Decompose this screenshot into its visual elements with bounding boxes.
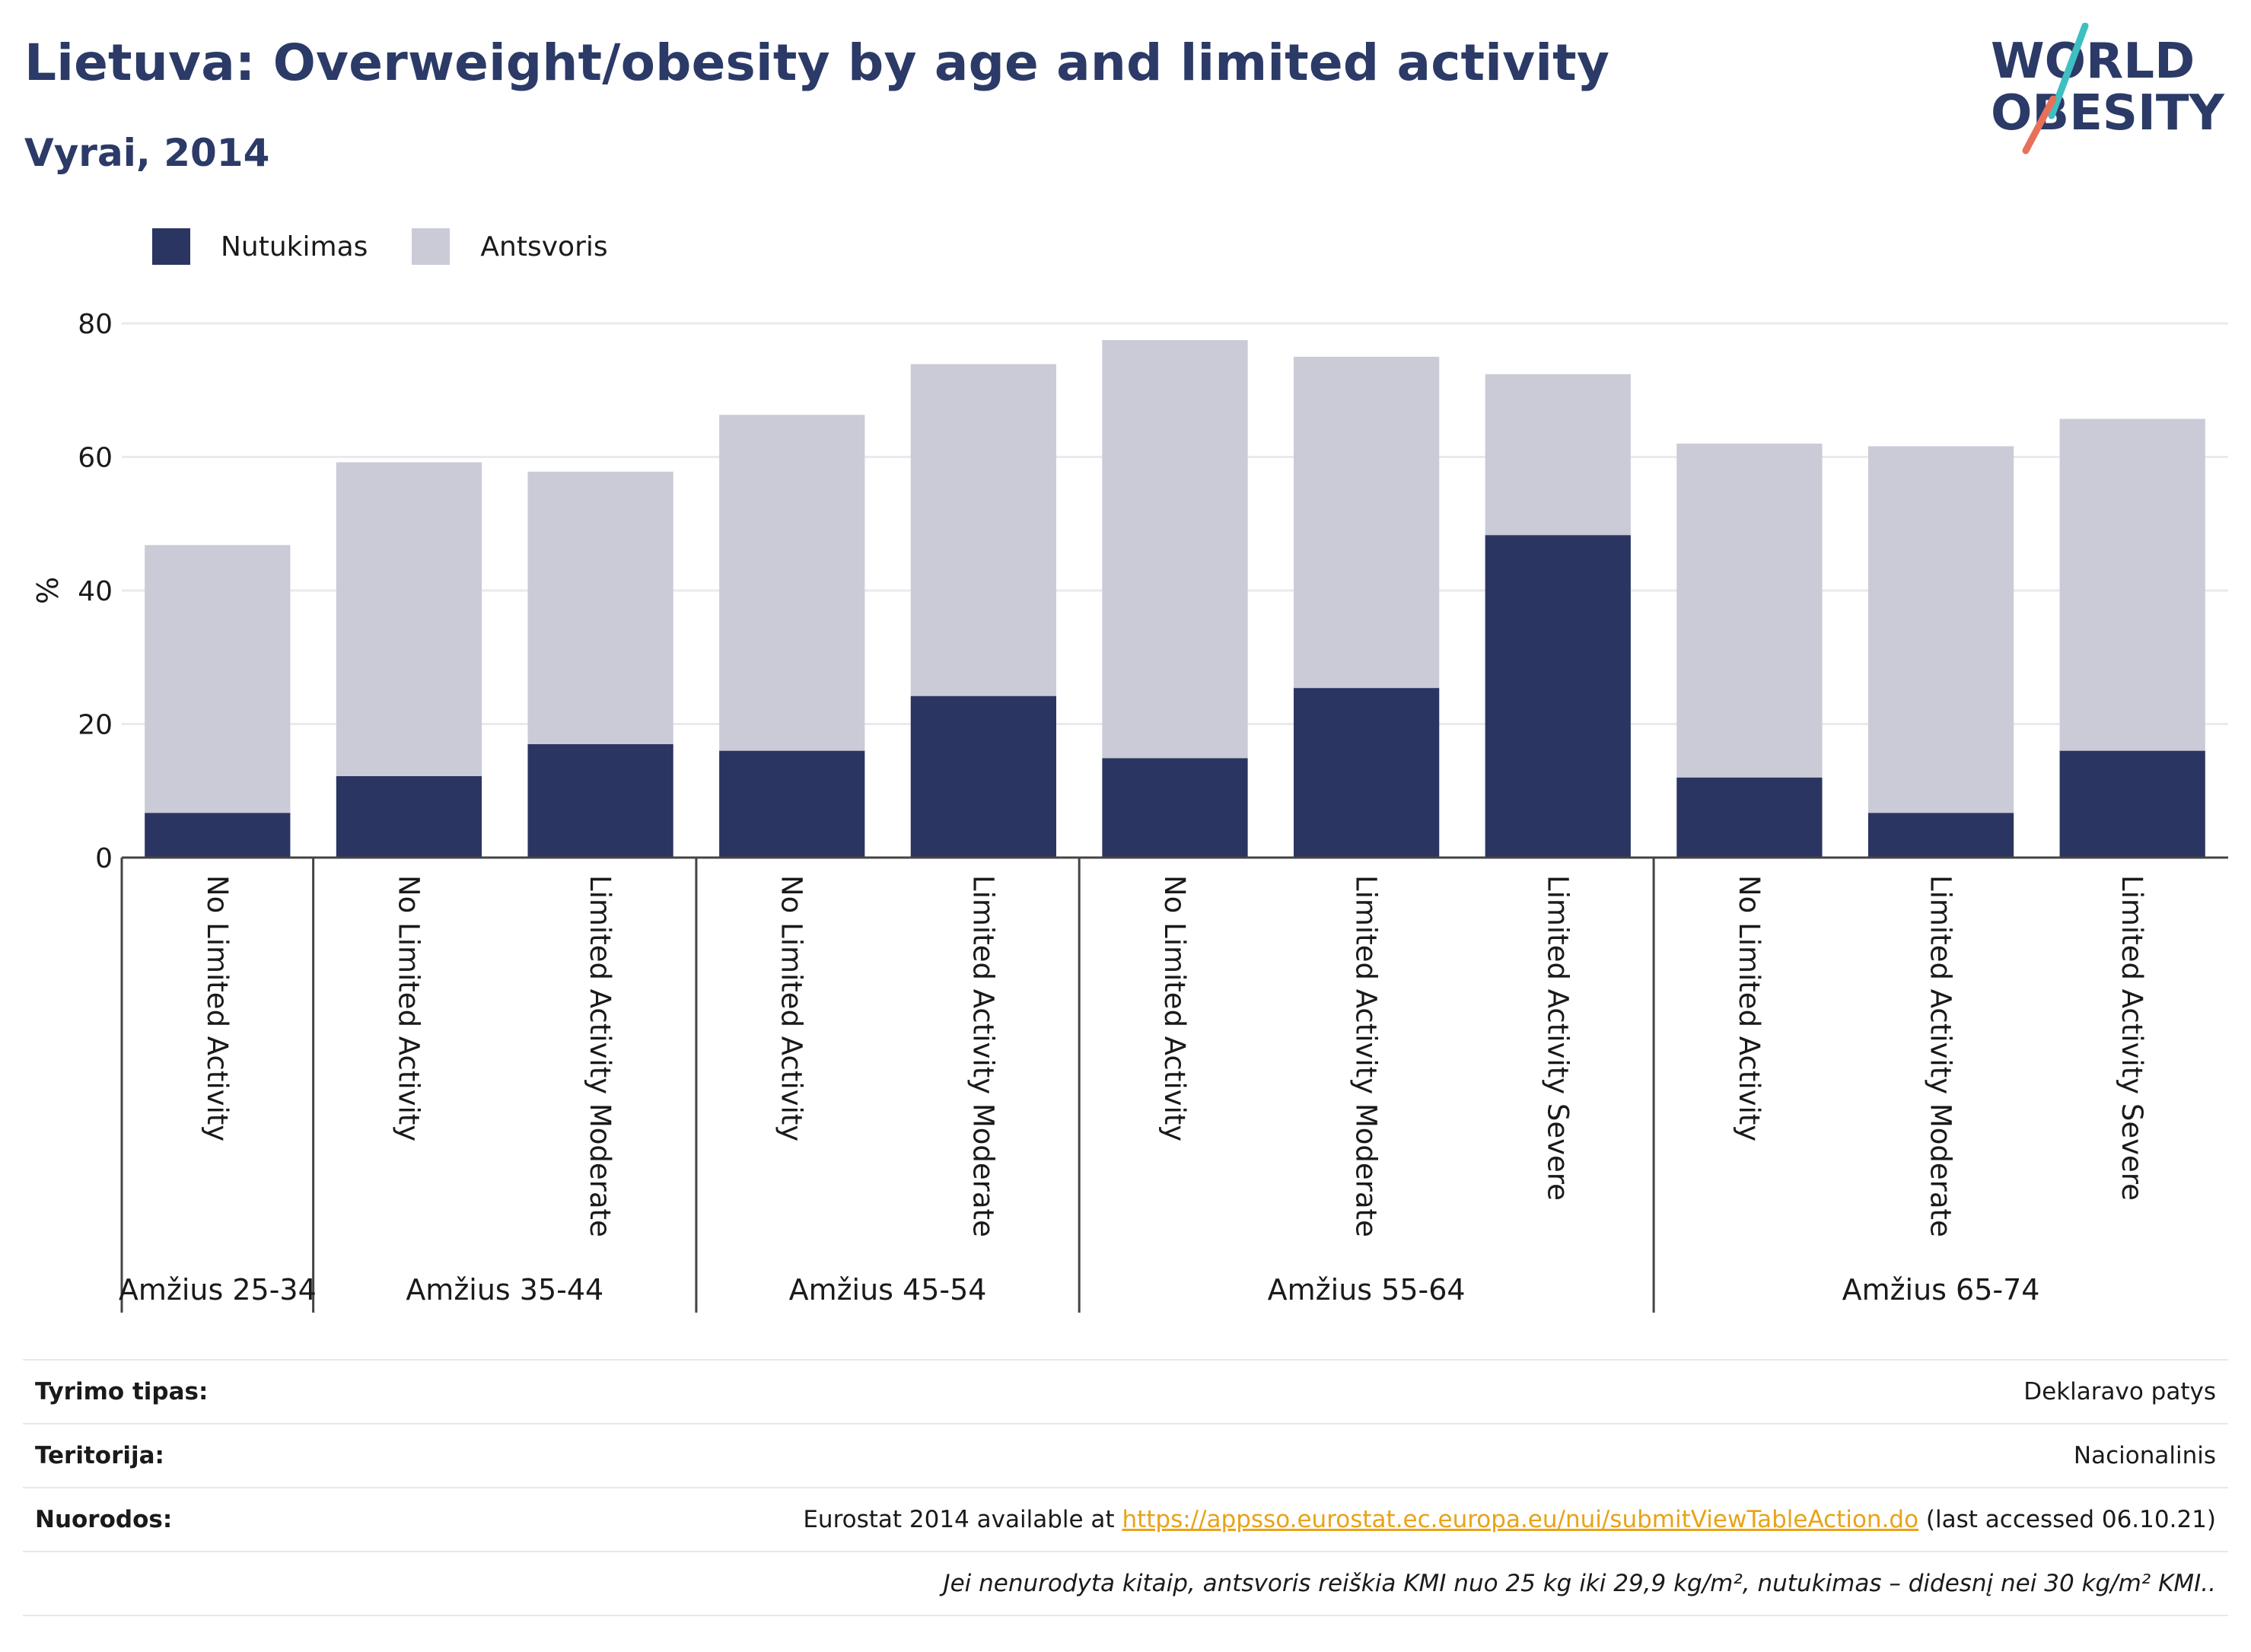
bar-segment-overweight [527,471,673,744]
bar-segment-overweight [1485,374,1631,536]
reference-prefix: Eurostat 2014 available at [803,1506,1122,1533]
y-tick-label: 60 [78,443,113,474]
category-label: No Limited Activity [1733,875,1765,1141]
bar-segment-overweight [719,415,865,751]
bar-segment-obesity [1294,688,1440,858]
y-tick-label: 80 [78,309,113,340]
group-label: Amžius 55-64 [1268,1273,1466,1307]
category-label: No Limited Activity [201,875,234,1141]
bar-segment-obesity [910,695,1056,858]
bar-segment-overweight [1867,446,2014,813]
category-label: Limited Activity Severe [1541,875,1574,1201]
category-label: Limited Activity Moderate [1925,875,1957,1237]
category-label: Limited Activity Severe [2116,875,2148,1201]
bar-segment-overweight [910,364,1056,696]
bar-segment-obesity [1485,535,1631,858]
bar-segment-obesity [1676,777,1823,858]
group-label: Amžius 25-34 [119,1273,317,1307]
info-row-note: Jei nenurodyta kitaip, antsvoris reiškia… [23,1551,2228,1616]
bar-segment-obesity [719,750,865,858]
legend-swatch-obesity [152,228,190,265]
info-label-territory: Teritorija: [35,1442,164,1469]
category-label: Limited Activity Moderate [584,875,616,1237]
category-label: No Limited Activity [392,875,425,1141]
info-value-territory: Nacionalinis [2073,1442,2216,1469]
eurostat-link[interactable]: https://appsso.eurostat.ec.europa.eu/nui… [1122,1506,1919,1533]
info-row-references: Nuorodos: Eurostat 2014 available at htt… [23,1487,2228,1551]
legend-item-overweight[interactable]: Antsvoris [412,228,608,265]
group-label: Amžius 65-74 [1842,1273,2040,1307]
info-table: Tyrimo tipas: Deklaravo patys Teritorija… [23,1359,2228,1616]
category-label: No Limited Activity [775,875,808,1141]
y-tick-label: 0 [95,843,113,874]
world-obesity-logo: WORLD OBESITY [1991,23,2224,154]
bar-segment-obesity [336,775,482,858]
info-row-territory: Teritorija: Nacionalinis [23,1423,2228,1487]
bar-segment-obesity [1102,758,1248,858]
y-tick-label: 20 [78,710,113,741]
logo-word-obesity: OBESITY [1991,85,2224,142]
legend-label-obesity: Nutukimas [221,231,368,263]
chart-title: Lietuva: Overweight/obesity by age and l… [24,33,1610,92]
logo-slash-top [2048,23,2089,119]
category-label: Limited Activity Moderate [1350,875,1383,1237]
bar-segment-overweight [1676,443,1823,778]
stacked-bar-chart: 0 20 40 60 80% No Limited Activity No Limited … [31,309,2228,1313]
bar-segment-overweight [2059,419,2205,751]
logo-word-world: WORLD [1991,33,2195,90]
bar-segment-obesity [2059,750,2205,858]
group-label: Amžius 45-54 [789,1273,987,1307]
bar-segment-obesity [1867,813,2014,858]
chart-legend: Nutukimas Antsvoris [152,225,652,268]
chart-subtitle: Vyrai, 2014 [24,131,270,175]
bar-segment-overweight [1294,356,1440,689]
bar-segment-overweight [145,545,291,813]
legend-item-obesity[interactable]: Nutukimas [152,228,368,265]
info-label-references: Nuorodos: [35,1506,173,1533]
bar-segment-obesity [145,813,291,858]
info-row-survey-type: Tyrimo tipas: Deklaravo patys [23,1359,2228,1423]
bar-segment-overweight [336,462,482,776]
info-value-note: Jei nenurodyta kitaip, antsvoris reiškia… [943,1570,2216,1597]
info-value-survey-type: Deklaravo patys [2023,1378,2216,1405]
group-label: Amžius 35-44 [406,1273,603,1307]
info-label-survey-type: Tyrimo tipas: [35,1378,209,1405]
y-axis-label: % [31,577,65,604]
category-label: No Limited Activity [1158,875,1191,1141]
bar-segment-obesity [527,743,673,858]
info-value-references: Eurostat 2014 available at https://appss… [803,1506,2216,1533]
category-label: Limited Activity Moderate [966,875,999,1237]
legend-swatch-overweight [412,228,451,265]
logo-slash-bottom [2022,95,2057,154]
reference-suffix: (last accessed 06.10.21) [1918,1506,2216,1533]
legend-label-overweight: Antsvoris [480,231,608,263]
bar-segment-overweight [1102,339,1248,759]
y-tick-label: 40 [78,576,113,607]
